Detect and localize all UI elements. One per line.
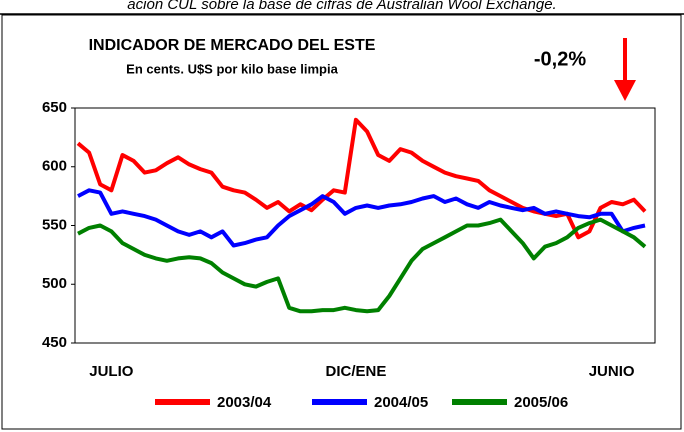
series-line: [77, 217, 647, 314]
annotation: -0,2%: [534, 48, 586, 70]
y-tick-label: 550: [42, 216, 67, 233]
down-arrow: [614, 38, 636, 101]
chart-subtitle: En cents. U$S por kilo base limpia: [126, 61, 338, 76]
legend-label: 2003/04: [217, 394, 272, 411]
frame: [1, 14, 682, 430]
plot-area: [74, 107, 656, 344]
legend-label: 2004/05: [374, 394, 428, 411]
x-tick-label: JUNIO: [589, 363, 635, 380]
legend-label: 2005/06: [514, 394, 568, 411]
y-tick-label: 450: [42, 334, 67, 351]
chart-title: INDICADOR DE MERCADO DEL ESTE: [89, 37, 376, 54]
y-tick-label: 650: [42, 99, 67, 116]
caption: ación CUL sobre la base de cifras de Aus…: [127, 0, 556, 13]
series-line: [77, 188, 646, 248]
series-line: [76, 117, 647, 240]
y-tick-label: 600: [42, 158, 67, 175]
y-tick-label: 500: [42, 275, 67, 292]
x-tick-label: DIC/ENE: [326, 363, 387, 380]
x-tick-label: JULIO: [89, 363, 134, 380]
